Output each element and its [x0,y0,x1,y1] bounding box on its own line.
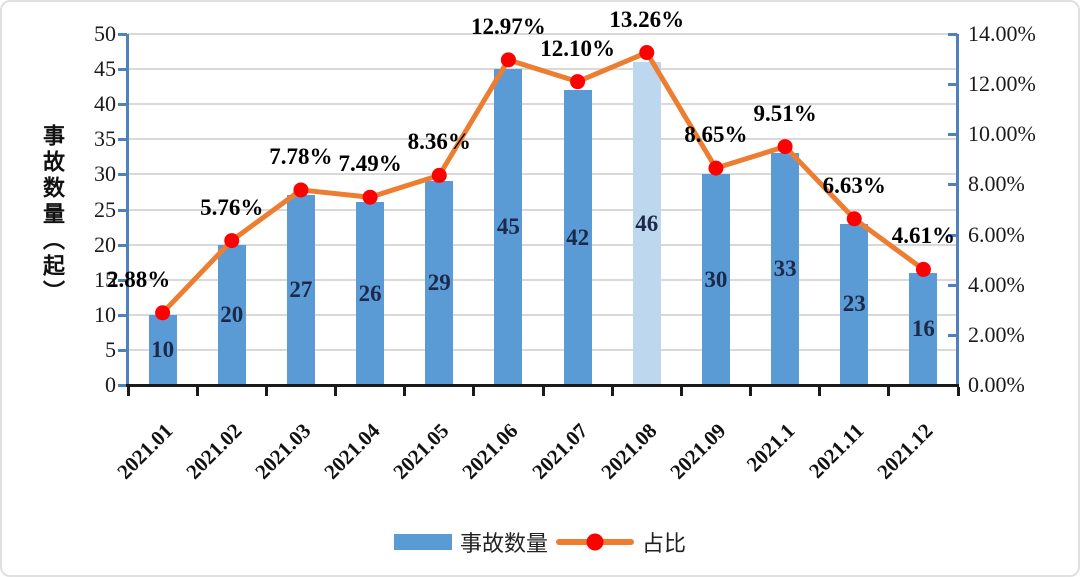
x-axis-tick-mark [956,387,960,396]
right-axis-tick-label: 4.00% [968,271,1025,297]
x-axis-tick-mark [472,387,476,396]
bar-value-label: 33 [773,256,797,282]
line-point-value-label: 8.65% [684,122,748,148]
bar-value-label: 30 [704,266,728,292]
right-axis-tick-label: 10.00% [968,121,1036,147]
left-axis-tick-mark [118,278,127,282]
x-axis-tick-mark [334,387,337,396]
left-axis-tick-label: 25 [94,196,116,222]
x-axis-tick-mark [195,387,199,396]
legend-item-line-series: 占比 [556,526,686,558]
left-axis-tick-mark [118,33,127,36]
gridline [128,278,958,281]
gridline [128,33,958,35]
x-axis-tick-mark [541,387,545,396]
x-axis-tick-mark [264,387,268,396]
x-axis-tick-mark [679,387,683,396]
x-axis-tick-mark [126,387,130,396]
legend: 事故数量 占比 [2,526,1078,558]
line-marker [570,74,586,90]
left-axis-tick-label: 15 [94,266,116,292]
right-axis-tick-label: 6.00% [968,221,1025,247]
left-axis-tick-mark [118,384,127,387]
x-axis-tick-mark [749,387,752,396]
left-axis-tick-label: 45 [94,56,116,82]
line-marker-dot-icon [586,533,604,551]
x-axis-tick-mark [403,387,407,396]
gridline [128,348,958,351]
bar-value-label: 26 [358,280,382,306]
bar-value-label: 23 [842,291,866,317]
line-point-value-label: 12.10% [540,35,615,61]
gridline [128,138,958,141]
right-axis-tick-mark [948,333,957,337]
line-point-value-label: 9.51% [753,100,817,126]
right-axis-tick-mark [948,33,957,36]
line-point-value-label: 4.61% [891,223,956,249]
left-axis-tick-label: 0 [105,372,116,397]
right-axis-tick-label: 2.00% [968,321,1025,347]
left-axis-tick-mark [118,348,127,352]
left-axis-tick-label: 50 [94,21,116,46]
right-axis-tick-mark [948,183,957,187]
left-axis-tick-label: 35 [94,126,116,152]
left-axis-tick-label: 10 [94,301,116,327]
right-axis-tick-label: 14.00% [968,21,1036,46]
bar-value-label: 27 [289,277,313,303]
x-axis-tick-mark [818,387,822,396]
bar-value-label: 16 [911,315,935,341]
gridline [128,243,958,246]
bar-value-label: 10 [151,336,175,362]
x-axis-tick-mark [887,387,891,396]
left-axis-tick-mark [118,68,127,72]
left-axis-tick-label: 5 [105,336,116,362]
gridline [128,68,958,71]
right-axis-tick-mark [948,133,957,137]
line-point-value-label: 2.88% [106,266,171,292]
bar-value-label: 42 [566,224,590,250]
line-point-value-label: 5.76% [200,194,264,220]
left-axis-tick-mark [118,103,127,107]
line-point-value-label: 7.49% [338,151,402,177]
left-axis-tick-label: 30 [94,161,116,187]
left-axis-tick-mark [118,243,127,247]
left-axis-tick-label: 40 [94,91,116,117]
right-axis-tick-mark [948,283,957,287]
line-series-swatch-icon [556,533,634,551]
right-axis-tick-mark [948,233,957,237]
line-point-value-label: 8.36% [407,129,471,155]
legend-bar-series-label: 事故数量 [459,531,548,556]
legend-item-bar-series: 事故数量 [393,526,548,558]
right-axis-tick-label: 8.00% [968,171,1025,197]
left-axis-tick-label: 20 [94,231,116,257]
bar-value-label: 45 [496,214,520,240]
right-axis-tick-mark [948,83,957,87]
bar-value-label: 46 [635,210,659,236]
bar-value-label: 29 [427,270,451,296]
right-axis-line [956,34,959,385]
left-axis-tick-mark [118,208,127,212]
line-point-value-label: 12.97% [471,13,546,39]
bar-series-swatch-icon [393,534,452,550]
left-axis-tick-mark [118,138,127,142]
left-axis-tick-mark [118,313,127,317]
bar-2021.01 [148,314,177,385]
bar-value-label: 20 [220,301,244,327]
right-axis-tick-label: 12.00% [968,71,1036,97]
x-axis-tick-mark [610,387,614,396]
left-axis-title: 事故数量（起） [40,124,65,306]
line-point-value-label: 7.78% [269,143,333,169]
left-axis-line [126,34,129,385]
line-point-value-label: 13.26% [609,6,685,32]
right-axis-tick-label: 0.00% [968,372,1025,397]
x-axis-line [126,384,959,387]
left-axis-tick-mark [118,173,127,177]
line-point-value-label: 6.63% [822,172,886,198]
legend-line-series-label: 占比 [642,531,687,556]
